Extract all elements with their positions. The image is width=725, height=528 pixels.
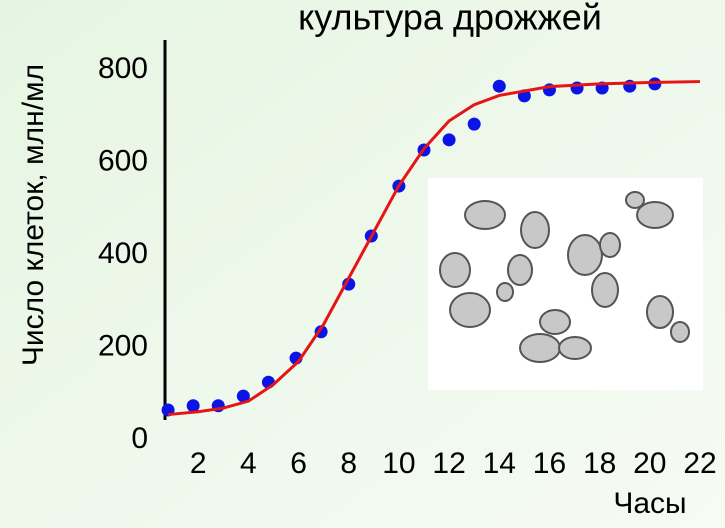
x-tick-label: 2 <box>190 447 207 480</box>
x-tick-label: 8 <box>340 447 357 480</box>
y-tick-label: 400 <box>98 237 148 270</box>
fit-line <box>167 80 701 417</box>
chart-title: культура дрожжей <box>298 0 602 38</box>
x-tick-label: 4 <box>240 447 257 480</box>
x-tick-label: 18 <box>583 447 616 480</box>
yeast-image <box>428 178 703 390</box>
x-tick-label: 20 <box>633 447 666 480</box>
data-point <box>442 133 456 147</box>
x-axis-label: Часы <box>613 487 686 520</box>
data-point <box>186 399 200 413</box>
x-tick-label: 14 <box>483 447 516 480</box>
y-tick-label: 600 <box>98 144 148 177</box>
data-point <box>342 277 356 291</box>
y-tick-label: 200 <box>98 329 148 362</box>
x-tick-label: 22 <box>683 447 716 480</box>
data-point <box>492 79 506 93</box>
y-tick-label: 0 <box>131 422 148 455</box>
data-point <box>236 389 250 403</box>
y-axis-label: Число клеток, млн/мл <box>17 64 50 366</box>
x-tick-label: 10 <box>382 447 415 480</box>
y-tick-label: 800 <box>98 52 148 85</box>
x-tick-label: 12 <box>432 447 465 480</box>
x-tick-label: 6 <box>290 447 307 480</box>
data-point <box>467 117 481 131</box>
x-tick-label: 16 <box>533 447 566 480</box>
